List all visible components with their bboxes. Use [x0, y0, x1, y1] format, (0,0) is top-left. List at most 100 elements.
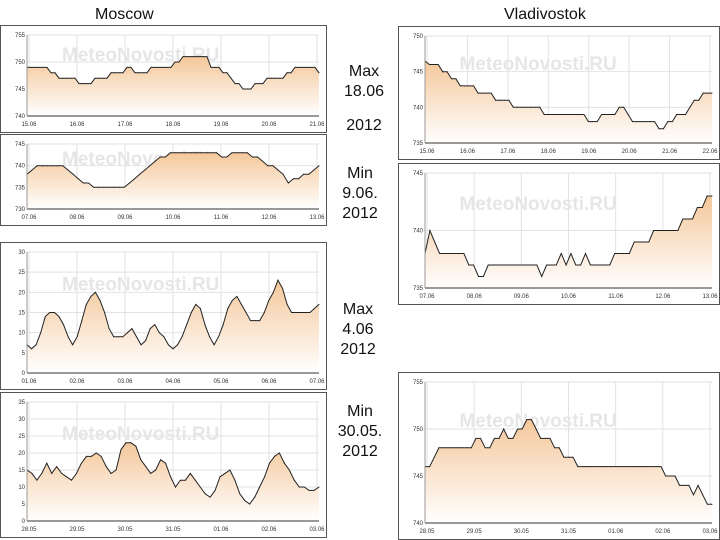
data-point: [707, 92, 709, 94]
x-tick-label: 01.06: [608, 529, 624, 535]
data-point: [540, 437, 542, 439]
data-point: [166, 66, 168, 68]
data-point: [94, 291, 96, 293]
data-point: [680, 114, 682, 115]
data-point: [452, 447, 454, 449]
data-point: [551, 264, 552, 266]
year-note: 2012: [332, 116, 396, 136]
y-tick-label: 750: [413, 427, 424, 433]
data-point: [115, 469, 117, 471]
x-tick-label: 21.06: [309, 122, 325, 128]
data-point: [199, 486, 201, 488]
data-point: [213, 344, 215, 346]
data-point: [172, 348, 174, 350]
data-point: [439, 253, 441, 254]
data-point: [692, 218, 693, 220]
data-point: [61, 472, 63, 474]
data-point: [618, 466, 620, 468]
y-tick-label: 745: [413, 474, 424, 480]
data-point: [498, 437, 500, 439]
data-point: [579, 114, 580, 115]
data-point: [49, 312, 51, 313]
y-tick-label: 750: [15, 60, 26, 66]
data-point: [698, 99, 700, 101]
data-point: [93, 186, 95, 188]
note-line: 2012: [342, 205, 378, 222]
data-point: [113, 336, 115, 338]
data-point: [50, 72, 52, 74]
data-point: [234, 83, 236, 85]
data-point: [165, 462, 167, 464]
data-point: [531, 419, 532, 421]
data-point: [258, 83, 260, 85]
x-tick-label: 01.06: [213, 527, 229, 533]
data-point: [554, 447, 556, 449]
y-tick-label: 755: [15, 33, 26, 39]
note-line: 2012: [346, 117, 382, 134]
data-point: [138, 72, 140, 74]
data-point: [456, 447, 458, 449]
data-point: [583, 114, 585, 115]
data-point: [711, 503, 713, 505]
data-point: [277, 169, 279, 171]
data-point: [512, 264, 514, 266]
data-point: [282, 77, 284, 79]
data-point: [182, 56, 184, 58]
data-point: [464, 85, 466, 87]
data-point: [88, 182, 89, 184]
data-point: [294, 66, 296, 68]
data-point: [246, 152, 248, 154]
data-point: [178, 61, 180, 63]
data-point: [185, 152, 187, 154]
data-point: [507, 264, 509, 266]
x-tick-label: 12.06: [261, 215, 277, 221]
data-point: [227, 308, 229, 309]
data-point: [120, 449, 122, 451]
x-tick-label: 30.05: [117, 527, 133, 533]
data-point: [493, 437, 495, 439]
data-point: [702, 494, 704, 496]
data-point: [94, 77, 96, 79]
data-point: [480, 437, 481, 439]
data-point: [51, 472, 53, 474]
data-point: [482, 276, 484, 277]
data-point: [224, 472, 226, 474]
data-point: [632, 121, 633, 123]
series-line: [27, 56, 320, 90]
data-point: [508, 99, 510, 101]
data-point: [539, 106, 541, 108]
x-tick-label: 02.06: [69, 379, 85, 385]
data-point: [565, 264, 567, 266]
data-point: [521, 106, 523, 108]
x-tick-label: 16.06: [69, 122, 85, 128]
data-point: [536, 264, 538, 266]
data-point: [175, 486, 176, 488]
data-point: [58, 77, 60, 79]
data-point: [241, 152, 243, 154]
data-point: [245, 312, 247, 313]
data-point: [649, 121, 651, 123]
data-point: [308, 173, 310, 175]
x-tick-label: 31.05: [561, 529, 577, 535]
data-point: [475, 437, 477, 439]
note-line: 18.06: [343, 83, 385, 100]
data-point: [41, 472, 43, 474]
data-point: [286, 303, 288, 305]
y-tick-label: 35: [18, 400, 25, 406]
chart-svg: 740 745 750 755 28.05 29.05 30.05 31.05 01.06 02.…: [413, 380, 718, 535]
data-point: [102, 77, 104, 79]
data-point: [596, 121, 598, 123]
data-point: [298, 66, 300, 68]
data-point: [175, 152, 177, 154]
data-point: [140, 344, 142, 346]
data-point: [282, 173, 284, 175]
data-point: [56, 466, 58, 468]
data-point: [204, 324, 206, 326]
data-point: [512, 106, 514, 108]
data-point: [549, 437, 551, 439]
data-point: [314, 66, 316, 68]
data-point: [195, 152, 197, 154]
data-point: [186, 324, 188, 326]
y-tick-label: 10: [18, 331, 25, 337]
note-line: 2012: [340, 341, 376, 358]
